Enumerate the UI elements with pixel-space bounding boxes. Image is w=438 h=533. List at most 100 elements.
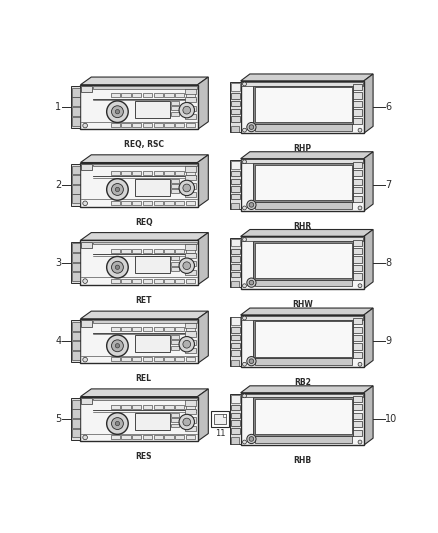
Bar [154,201,163,205]
Bar [171,424,179,427]
Circle shape [358,362,362,366]
Bar [231,272,240,277]
Bar [171,184,179,188]
Bar [164,249,173,253]
Bar [353,187,362,193]
Bar [171,335,179,339]
Circle shape [243,160,247,164]
Bar [171,267,179,271]
Bar [72,263,80,271]
Circle shape [243,238,247,241]
Circle shape [243,362,247,366]
Bar [185,331,196,336]
Bar [143,123,152,127]
Circle shape [107,101,128,123]
Text: RHP: RHP [293,144,311,153]
Bar [154,357,163,361]
Bar [254,124,352,131]
Bar [72,98,80,106]
Bar [231,194,240,199]
Circle shape [115,265,120,269]
Bar [231,350,240,356]
Bar [93,242,197,244]
Bar [72,253,80,262]
Bar [135,101,170,118]
Bar [164,279,173,282]
Circle shape [112,261,124,273]
Bar [241,393,363,398]
Polygon shape [198,311,208,364]
Bar [135,335,170,352]
Text: REQ: REQ [135,218,152,227]
Bar [241,237,363,241]
Polygon shape [240,308,373,315]
Bar [353,352,362,358]
Bar [110,405,120,409]
Bar [81,242,92,248]
Circle shape [83,123,88,128]
Polygon shape [198,155,208,207]
Bar [171,179,179,182]
Circle shape [112,106,124,118]
Circle shape [179,258,194,273]
Polygon shape [81,77,208,85]
Polygon shape [198,232,208,285]
Bar [186,93,195,97]
Bar [81,163,198,207]
Bar [353,256,362,263]
Bar [72,400,80,408]
Bar [253,320,353,358]
Bar [132,201,141,205]
Bar [81,319,198,364]
Bar [110,171,120,175]
Text: 1: 1 [55,102,61,112]
Bar [231,395,240,403]
Bar [154,93,163,97]
Bar [171,262,179,265]
Bar [231,421,240,426]
Bar [121,279,131,282]
Bar [254,165,352,200]
Text: RB2: RB2 [294,378,311,387]
Bar [93,86,197,88]
Bar [185,114,196,119]
Bar [186,435,195,439]
Circle shape [183,341,191,348]
Bar [185,261,196,266]
Bar [353,327,362,333]
Bar [81,86,92,92]
Bar [254,280,352,287]
Bar [253,163,353,202]
Bar [231,327,240,333]
Bar [72,419,80,428]
Bar [231,179,240,184]
Bar [253,398,353,436]
Bar [253,241,353,280]
Bar [154,249,163,253]
Circle shape [107,179,128,200]
Polygon shape [81,155,208,163]
Bar [171,341,179,344]
Bar [185,340,196,345]
Circle shape [183,184,191,192]
Circle shape [243,284,247,288]
Circle shape [249,203,254,207]
Text: RET: RET [135,296,152,305]
Circle shape [249,437,254,441]
Bar [231,405,240,410]
Bar [231,249,240,254]
Circle shape [243,440,247,444]
Bar [81,240,198,285]
Polygon shape [198,389,208,441]
Bar [231,413,240,418]
Circle shape [107,335,128,357]
Bar [154,123,163,127]
Circle shape [183,106,191,114]
Bar [143,171,152,175]
Bar [93,320,197,322]
Bar [110,435,120,439]
Circle shape [115,344,120,348]
Polygon shape [81,389,208,397]
Bar [154,405,163,409]
Bar [132,279,141,282]
